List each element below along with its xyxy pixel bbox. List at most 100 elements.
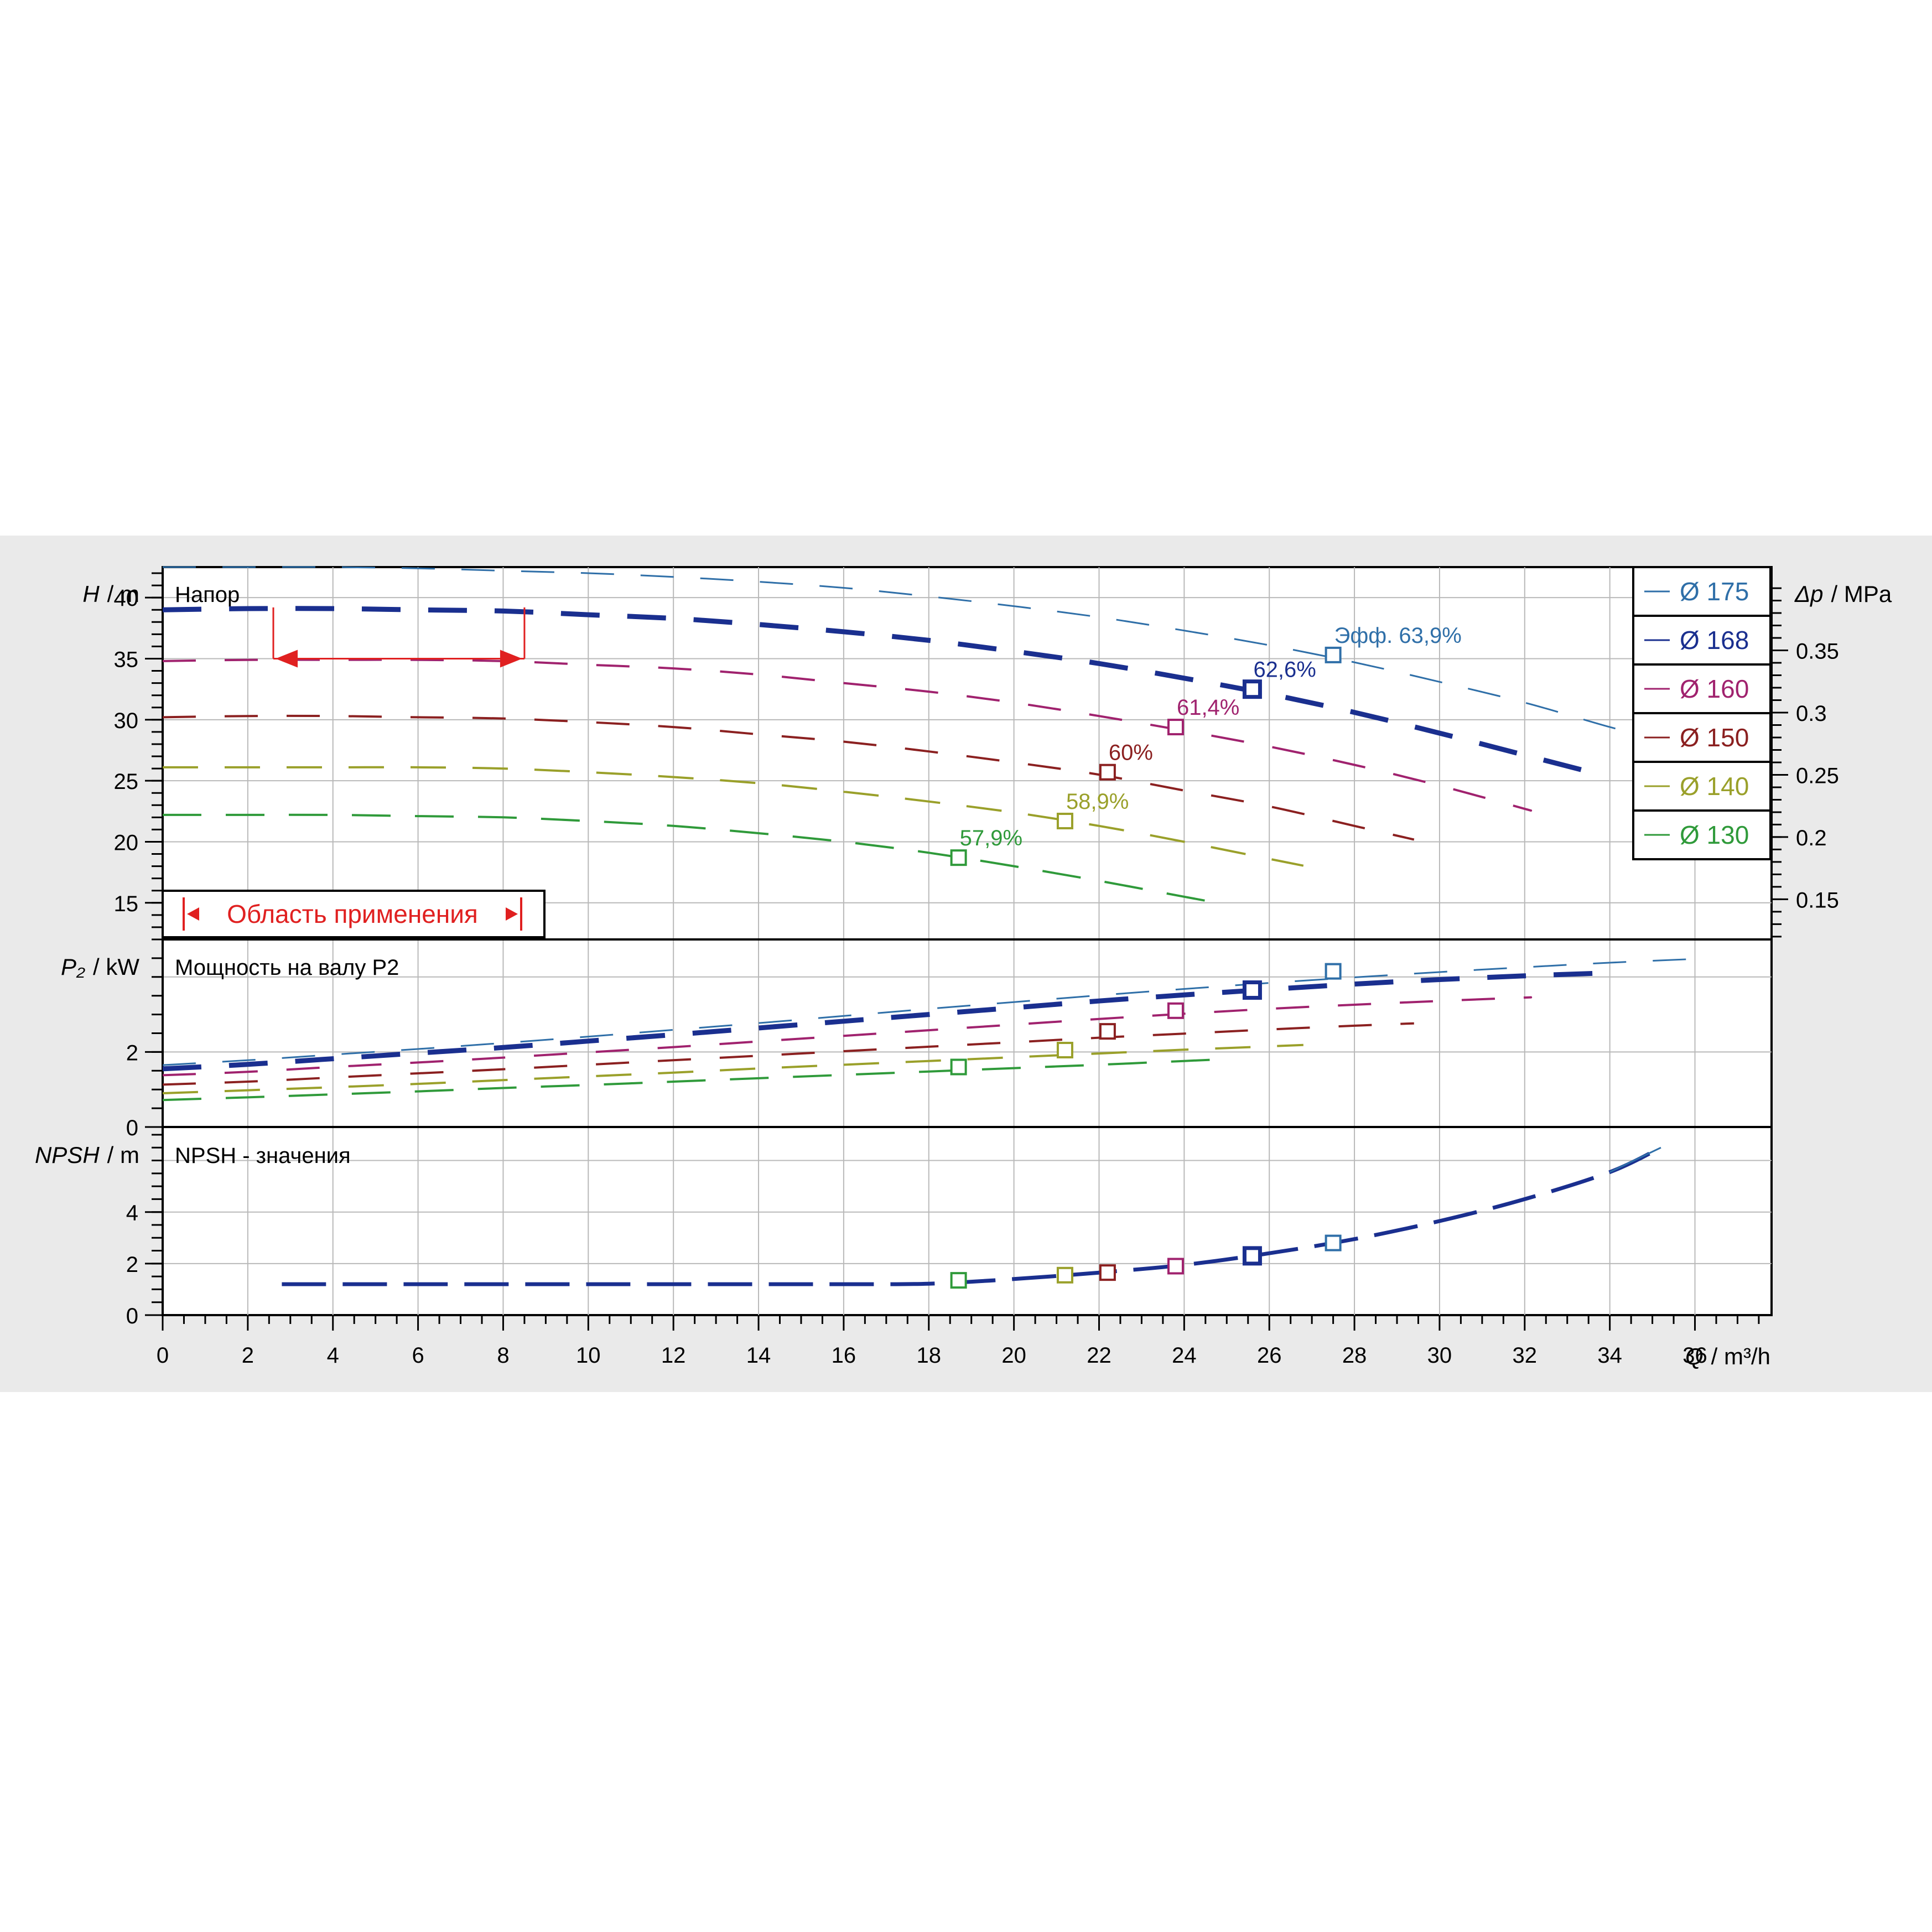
bep-efficiency-label-d175: Эфф. 63,9% (1334, 624, 1462, 648)
bep-efficiency-label-d150: 60% (1109, 741, 1153, 765)
x-tick-label: 28 (1342, 1343, 1367, 1368)
head-curve-d160 (162, 658, 1533, 812)
head-bep-marker-d130 (950, 849, 967, 866)
power-curve-d168 (162, 970, 1606, 1072)
head-curve-d150 (162, 714, 1415, 841)
x-tick-label: 30 (1427, 1343, 1452, 1368)
x-tick-label: 20 (1001, 1343, 1026, 1368)
x-axis-label-symbol: Q (1685, 1343, 1704, 1369)
head-curve-d130 (163, 813, 1210, 903)
head-y-tick-label: 35 (114, 647, 139, 672)
power-curve-d130 (162, 1058, 1210, 1102)
x-tick-label: 8 (497, 1343, 509, 1368)
npsh-bep-marker-d160 (1167, 1258, 1184, 1275)
dp-axis-label: Δp / MPa (1794, 581, 1892, 607)
x-tick-label: 32 (1513, 1343, 1538, 1368)
power-bep-marker-d130 (950, 1058, 967, 1076)
power-bep-marker-d160 (1167, 1002, 1184, 1019)
npsh-curve-tail (1609, 1146, 1661, 1173)
legend-label-d130: Ø 130 (1680, 820, 1749, 849)
power-y-axis-label: P₂ / kW (61, 954, 139, 980)
head-y-axis-label: H / m (82, 581, 139, 607)
legend-label-d175: Ø 175 (1680, 577, 1749, 606)
power-y-tick-label: 0 (126, 1116, 138, 1140)
x-tick-label: 26 (1257, 1343, 1282, 1368)
x-tick-label: 4 (327, 1343, 339, 1368)
bep-efficiency-label-d160: 61,4% (1177, 695, 1239, 720)
plot-area (162, 566, 1773, 1316)
power-bep-marker-d150 (1099, 1023, 1116, 1040)
application-range-left-arrow (276, 650, 298, 668)
x-tick-label: 16 (832, 1343, 856, 1368)
npsh-y-axis-label: NPSH / m (35, 1142, 139, 1168)
head-y-tick-label: 20 (114, 830, 139, 855)
power-bep-marker-d140 (1056, 1042, 1073, 1059)
npsh-bep-marker-d150 (1099, 1264, 1116, 1281)
x-tick-label: 0 (157, 1343, 169, 1368)
head-bep-marker-d160 (1167, 719, 1184, 736)
npsh-bep-marker-d168 (1242, 1246, 1262, 1266)
head-bep-marker-d175 (1325, 646, 1342, 663)
dp-tick-label: 0.15 (1796, 888, 1839, 912)
head-panel-title: Напор (175, 583, 240, 607)
npsh-panel-title: NPSH - значения (175, 1144, 351, 1168)
dp-axis-label-symbol: Δp (1794, 581, 1824, 607)
head-y-tick-label: 30 (114, 709, 139, 733)
x-tick-label: 6 (412, 1343, 424, 1368)
power-curve-d140 (162, 1043, 1303, 1094)
head-y-tick-label: 40 (114, 586, 139, 611)
application-range-right-arrow (500, 650, 522, 668)
x-tick-label: 14 (746, 1343, 771, 1368)
bep-efficiency-label-d140: 58,9% (1066, 790, 1129, 814)
power-panel-title: Мощность на валу P2 (175, 955, 399, 980)
power-y-axis-label-symbol: P₂ (61, 954, 85, 980)
dp-tick-label: 0.2 (1796, 826, 1827, 850)
application-range-box-right-arrow (506, 907, 518, 921)
legend-label-d150: Ø 150 (1680, 723, 1749, 752)
npsh-y-tick-label: 2 (126, 1253, 138, 1277)
x-tick-label: 12 (661, 1343, 686, 1368)
npsh-bep-marker-d130 (950, 1272, 967, 1289)
application-range-box-left-arrow (187, 907, 199, 921)
npsh-curve (282, 1146, 1662, 1286)
application-range-box (162, 890, 546, 938)
head-bep-marker-d140 (1056, 812, 1073, 829)
power-bep-marker-d168 (1242, 980, 1262, 1000)
npsh-y-tick-label: 4 (126, 1201, 138, 1225)
x-tick-label: 18 (917, 1343, 942, 1368)
dp-tick-label: 0.3 (1796, 702, 1827, 726)
bep-efficiency-label-d168: 62,6% (1253, 658, 1316, 682)
legend-label-d140: Ø 140 (1680, 772, 1749, 801)
head-curve-d140 (162, 766, 1304, 867)
head-curve-d168 (162, 606, 1607, 778)
power-y-tick-label: 2 (126, 1041, 138, 1065)
dp-tick-label: 0.35 (1796, 640, 1839, 664)
x-axis-label: Q / m³/h (1685, 1343, 1770, 1369)
npsh-y-axis-label-unit: / m (107, 1142, 139, 1168)
power-curve-d175 (162, 958, 1687, 1066)
head-y-axis-label-symbol: H (82, 581, 100, 607)
x-tick-label: 34 (1597, 1343, 1622, 1368)
power-bep-marker-d175 (1325, 963, 1342, 980)
head-y-tick-label: 15 (114, 892, 139, 916)
legend-label-d168: Ø 168 (1680, 626, 1749, 655)
legend-entry-box (1632, 566, 1772, 617)
dp-tick-label: 0.25 (1796, 764, 1839, 788)
head-y-axis-label-unit: / m (107, 581, 139, 607)
application-range-label: Область применения (227, 900, 478, 928)
bep-efficiency-label-d130: 57,9% (960, 826, 1022, 850)
npsh-bep-marker-d175 (1325, 1234, 1342, 1251)
power-curve-d160 (162, 996, 1533, 1077)
power-curve-d150 (162, 1022, 1414, 1086)
x-tick-label: 2 (242, 1343, 254, 1368)
power-y-axis-label-unit: / kW (93, 954, 139, 980)
npsh-y-axis-label-symbol: NPSH (35, 1142, 100, 1168)
head-bep-marker-d150 (1099, 764, 1116, 781)
x-axis-label-unit: / m³/h (1711, 1343, 1770, 1369)
x-tick-label: 24 (1172, 1343, 1197, 1368)
head-y-tick-label: 25 (114, 770, 139, 794)
x-tick-label: 10 (576, 1343, 601, 1368)
x-tick-label: 36 (1682, 1343, 1707, 1368)
x-tick-label: 22 (1087, 1343, 1112, 1368)
